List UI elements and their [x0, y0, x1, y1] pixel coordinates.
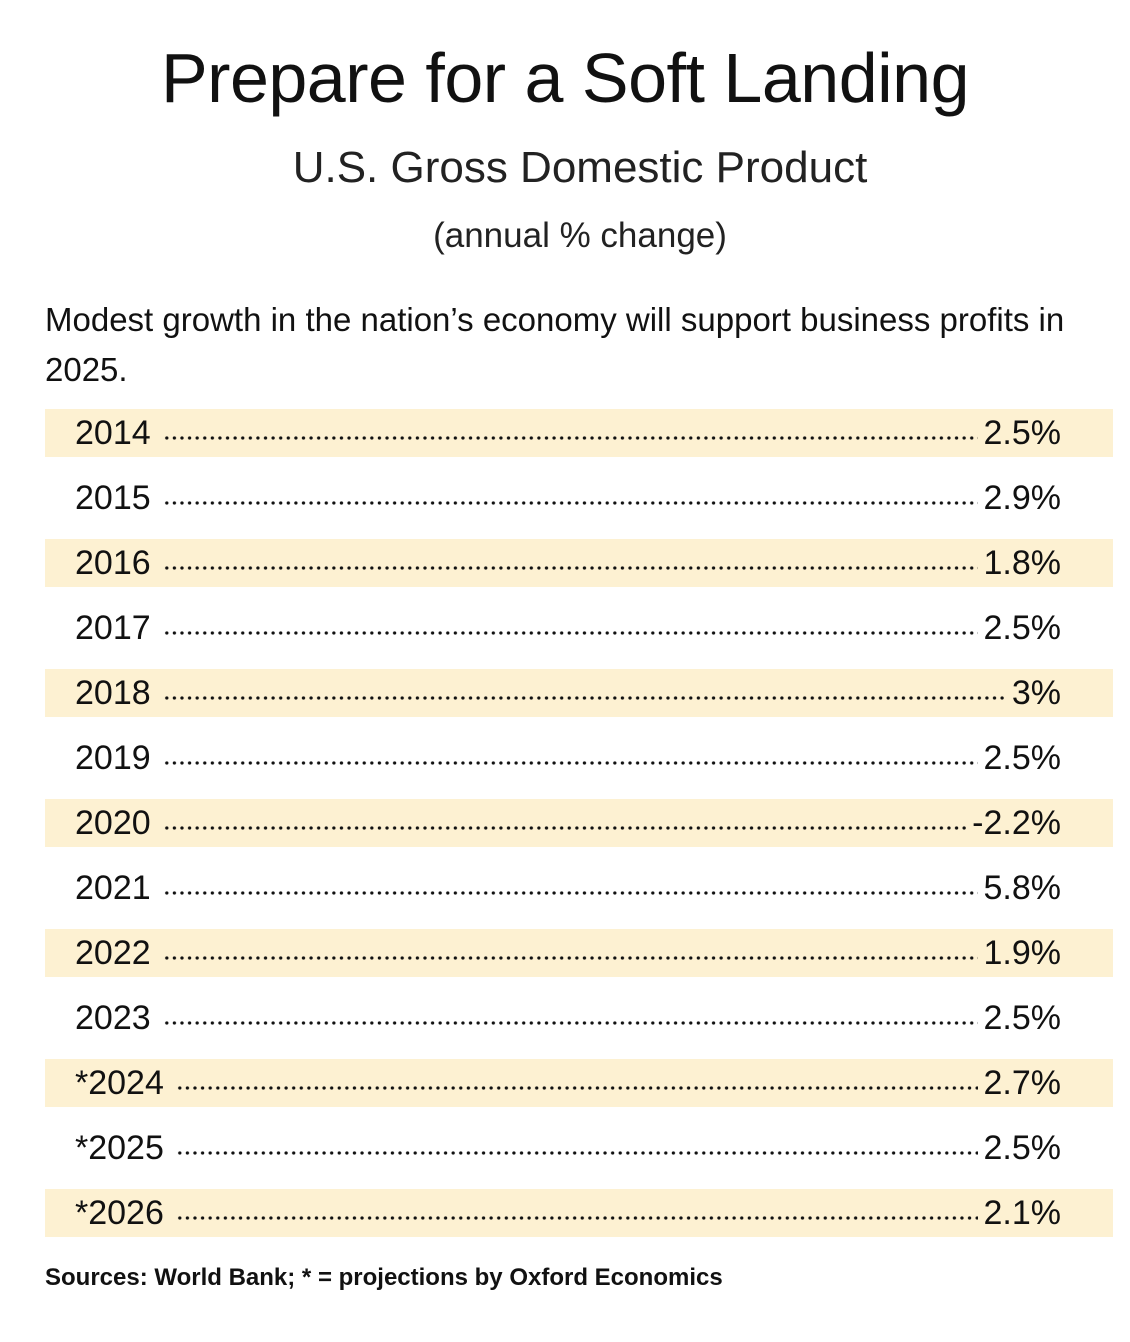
- row-year: 2022: [75, 933, 151, 972]
- row-value: 2.1%: [983, 1193, 1062, 1232]
- row-year: 2015: [75, 478, 151, 517]
- table-row: 2023 2.5%: [45, 994, 1113, 1042]
- row-value: 2.5%: [983, 608, 1062, 647]
- row-year: 2018: [75, 673, 151, 712]
- table-row: *2024 2.7%: [45, 1059, 1113, 1107]
- chart-description: Modest growth in the nation’s economy wi…: [45, 301, 1065, 388]
- dot-leader: [162, 565, 978, 571]
- source-note: Sources: World Bank; * = projections by …: [45, 1264, 723, 1291]
- row-year: 2020: [75, 803, 151, 842]
- table-row: 2021 5.8%: [45, 864, 1113, 912]
- dot-leader: [162, 890, 978, 896]
- dot-leader: [162, 695, 1006, 701]
- chart-subtitle: U.S. Gross Domestic Product: [292, 143, 868, 192]
- row-value: 2.5%: [983, 1128, 1062, 1167]
- dot-leader: [162, 500, 978, 506]
- table-row: 2022 1.9%: [45, 929, 1113, 977]
- row-year: *2025: [75, 1128, 164, 1167]
- table-row: 2018 3%: [45, 669, 1113, 717]
- row-value: 3%: [1011, 673, 1061, 712]
- row-value: 2.5%: [983, 738, 1062, 777]
- table-row: 2019 2.5%: [45, 734, 1113, 782]
- row-value: -2.2%: [972, 803, 1061, 842]
- dot-leader: [162, 955, 978, 961]
- row-year: 2021: [75, 868, 151, 907]
- dot-leader: [162, 825, 967, 831]
- row-year: 2016: [75, 543, 151, 582]
- row-year: 2023: [75, 998, 151, 1037]
- row-value: 2.7%: [983, 1063, 1062, 1102]
- dot-leader: [162, 1020, 978, 1026]
- row-year: *2026: [75, 1193, 164, 1232]
- table-row: 2015 2.9%: [45, 474, 1113, 522]
- row-value: 1.8%: [983, 543, 1062, 582]
- dot-leader: [175, 1085, 978, 1091]
- dot-leader: [162, 760, 978, 766]
- row-value: 1.9%: [983, 933, 1062, 972]
- row-value: 5.8%: [983, 868, 1062, 907]
- row-year: 2019: [75, 738, 151, 777]
- table-row: 2016 1.8%: [45, 539, 1113, 587]
- dot-leader: [162, 435, 978, 441]
- dot-leader: [175, 1215, 978, 1221]
- row-value: 2.5%: [983, 998, 1062, 1037]
- row-year: *2024: [75, 1063, 164, 1102]
- table-row: *2025 2.5%: [45, 1124, 1113, 1172]
- table-row: 2020 -2.2%: [45, 799, 1113, 847]
- row-value: 2.9%: [983, 478, 1062, 517]
- gdp-table: 2014 2.5% 2015 2.9% 2016 1.8% 2017 2.5% 2018 3% 20…: [45, 409, 1113, 1254]
- row-year: 2014: [75, 413, 151, 452]
- row-year: 2017: [75, 608, 151, 647]
- chart-title: Prepare for a Soft Landing: [160, 39, 970, 117]
- dot-leader: [162, 630, 978, 636]
- table-row: 2017 2.5%: [45, 604, 1113, 652]
- dot-leader: [175, 1150, 978, 1156]
- table-row: *2026 2.1%: [45, 1189, 1113, 1237]
- table-row: 2014 2.5%: [45, 409, 1113, 457]
- chart-unit: (annual % change): [433, 216, 727, 255]
- row-value: 2.5%: [983, 413, 1062, 452]
